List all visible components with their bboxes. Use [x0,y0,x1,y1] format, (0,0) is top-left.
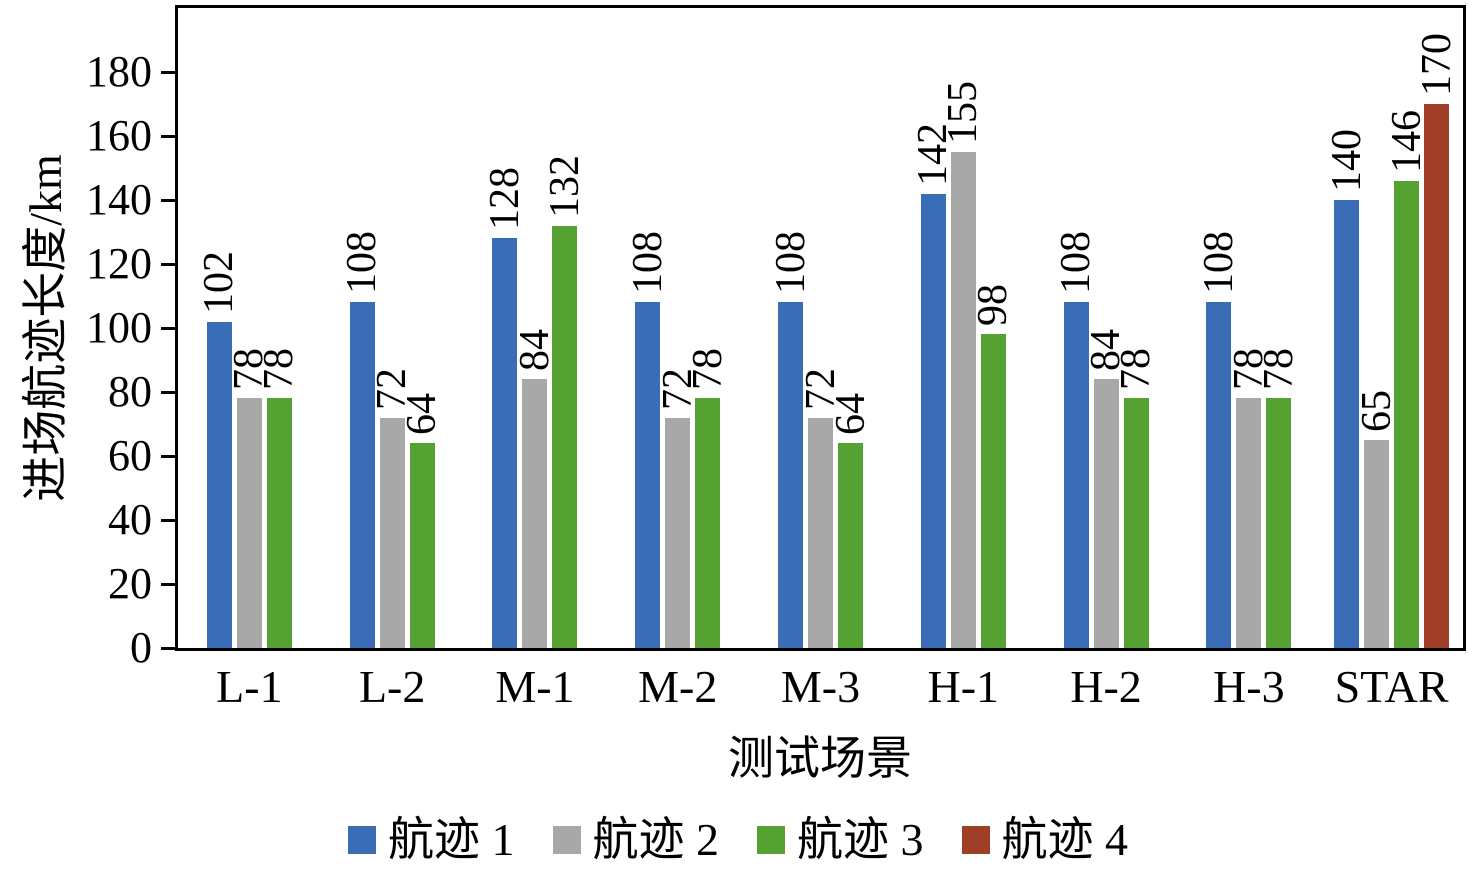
bar [665,417,691,648]
y-tick-mark [161,326,175,330]
legend-item: 航迹 3 [757,817,924,863]
x-tick-label: H-3 [1213,661,1285,712]
bar [1364,440,1390,648]
bar [409,443,435,648]
y-tick-mark [161,262,175,266]
bar-value-label: 98 [970,284,1017,327]
bar-value-label: 64 [399,393,446,436]
bar-value-label: 108 [339,231,386,295]
bar-value-label: 78 [256,348,303,391]
bar-value-label: 146 [1383,109,1430,173]
y-tick-label: 160 [86,111,152,160]
y-tick-label: 120 [86,239,152,288]
bar-value-label: 170 [1413,33,1460,96]
bar [1093,379,1119,648]
bar-value-label: 140 [1323,129,1370,192]
y-tick-label: 60 [108,431,152,480]
y-tick-label: 0 [130,623,152,672]
bar-value-label: 128 [481,167,528,231]
y-tick-mark [161,582,175,586]
bar [778,302,803,648]
bar-value-label: 108 [624,231,671,295]
x-tick-label: STAR [1334,661,1449,712]
y-tick-label: 100 [86,303,152,352]
x-tick-label: M-1 [495,661,575,712]
bar [695,398,721,648]
legend-label: 航迹 2 [592,814,720,865]
bar [980,334,1006,648]
bar [492,238,518,648]
bar [1063,302,1089,648]
legend-swatch [552,826,581,854]
bar-value-label: 155 [940,81,987,144]
bar [920,193,946,648]
bar [1266,398,1292,648]
y-tick-mark [161,134,175,138]
bar [1236,398,1262,648]
bar [236,398,262,648]
y-tick-mark [161,390,175,394]
x-tick-label: M-3 [780,661,861,712]
x-tick-label: L-1 [216,661,283,712]
bar [1206,302,1232,648]
bar [379,417,405,648]
legend-swatch [348,826,376,854]
y-tick-label: 40 [108,495,152,544]
y-axis-label: 进场航迹长度/km [20,154,71,502]
y-tick-mark [161,70,175,74]
legend-item: 航迹 4 [961,814,1129,865]
y-tick-label: 20 [108,559,152,608]
bar [1394,180,1420,648]
bar [266,398,292,648]
bar [522,379,548,648]
bar-value-label: 78 [684,348,731,391]
y-tick-label: 80 [108,367,152,416]
legend-label: 航迹 1 [388,814,515,865]
y-tick-mark [161,518,175,522]
x-axis-label: 测试场景 [728,733,912,784]
y-tick-label: 140 [86,175,152,224]
bar-value-label: 108 [1195,231,1242,295]
bar-value-label: 108 [767,231,814,295]
legend-label: 航迹 3 [797,814,924,865]
bar [808,417,833,648]
bar-value-label: 108 [1053,231,1100,295]
bar-value-label: 78 [1255,348,1302,391]
y-tick-mark [161,198,175,202]
bar [349,302,375,648]
legend: 航迹 1 航迹 2 航迹 3 航迹 4 [0,812,1476,868]
x-tick-label: H-2 [1070,661,1142,712]
bar-value-label: 132 [541,154,588,218]
x-tick-label: M-2 [638,661,718,712]
bar [950,152,976,648]
bar [1424,104,1450,648]
bar [552,225,578,648]
bar [206,321,232,648]
y-tick-label: 180 [86,47,152,96]
bar-value-label: 102 [196,250,243,314]
bar-value-label: 84 [511,329,558,372]
bar [1123,398,1149,648]
bar-value-label: 78 [1113,348,1160,391]
legend-swatch [757,826,785,854]
plot-area: 102 78 78 108 72 64 128 84 132 108 72 78 108 72 64 142 1… [175,5,1466,651]
legend-item: 航迹 2 [552,814,720,865]
legend-swatch [961,826,990,854]
x-tick-label: H-1 [927,661,1000,712]
bar [838,443,863,648]
x-tick-label: L-2 [358,661,426,712]
bar [1334,200,1360,648]
bar-value-label: 64 [827,393,874,436]
bar [635,302,661,648]
legend-label: 航迹 4 [1001,814,1129,865]
legend-item: 航迹 1 [348,817,515,863]
y-tick-mark [161,646,175,650]
y-tick-mark [161,454,175,458]
bar-value-label: 65 [1353,390,1400,432]
